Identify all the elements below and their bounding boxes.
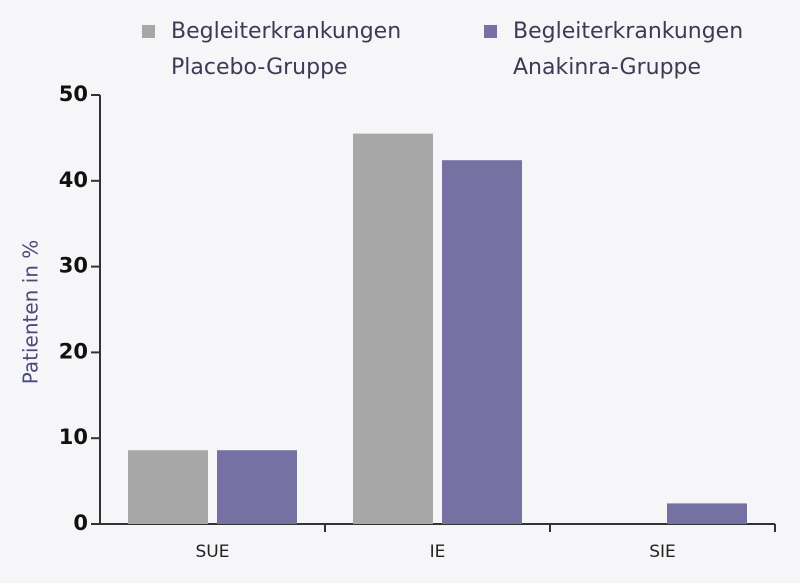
bar [217,450,297,524]
legend-swatch [484,25,497,38]
legend-swatch [142,25,155,38]
legend-item: Begleiterkrankungen Placebo-Gruppe [142,14,441,86]
y-tick-label: 50 [59,82,88,106]
y-tick-label: 40 [59,168,88,192]
y-tick-label: 10 [59,425,88,449]
legend-item: Begleiterkrankungen Anakinra-Gruppe [484,14,783,86]
y-tick-label: 0 [73,511,88,535]
y-axis-label: Patienten in % [19,240,43,385]
x-tick-label: SIE [649,542,676,562]
bar [128,450,208,524]
bar [353,133,433,525]
bar [667,503,747,524]
y-tick-label: 30 [59,254,88,278]
legend-label: Begleiterkrankungen Placebo-Gruppe [171,19,402,80]
x-tick-label: IE [430,542,446,562]
y-tick-label: 20 [59,339,88,363]
x-tick-label: SUE [196,542,230,562]
legend-label: Begleiterkrankungen Anakinra-Gruppe [513,19,744,80]
bar [442,160,522,524]
